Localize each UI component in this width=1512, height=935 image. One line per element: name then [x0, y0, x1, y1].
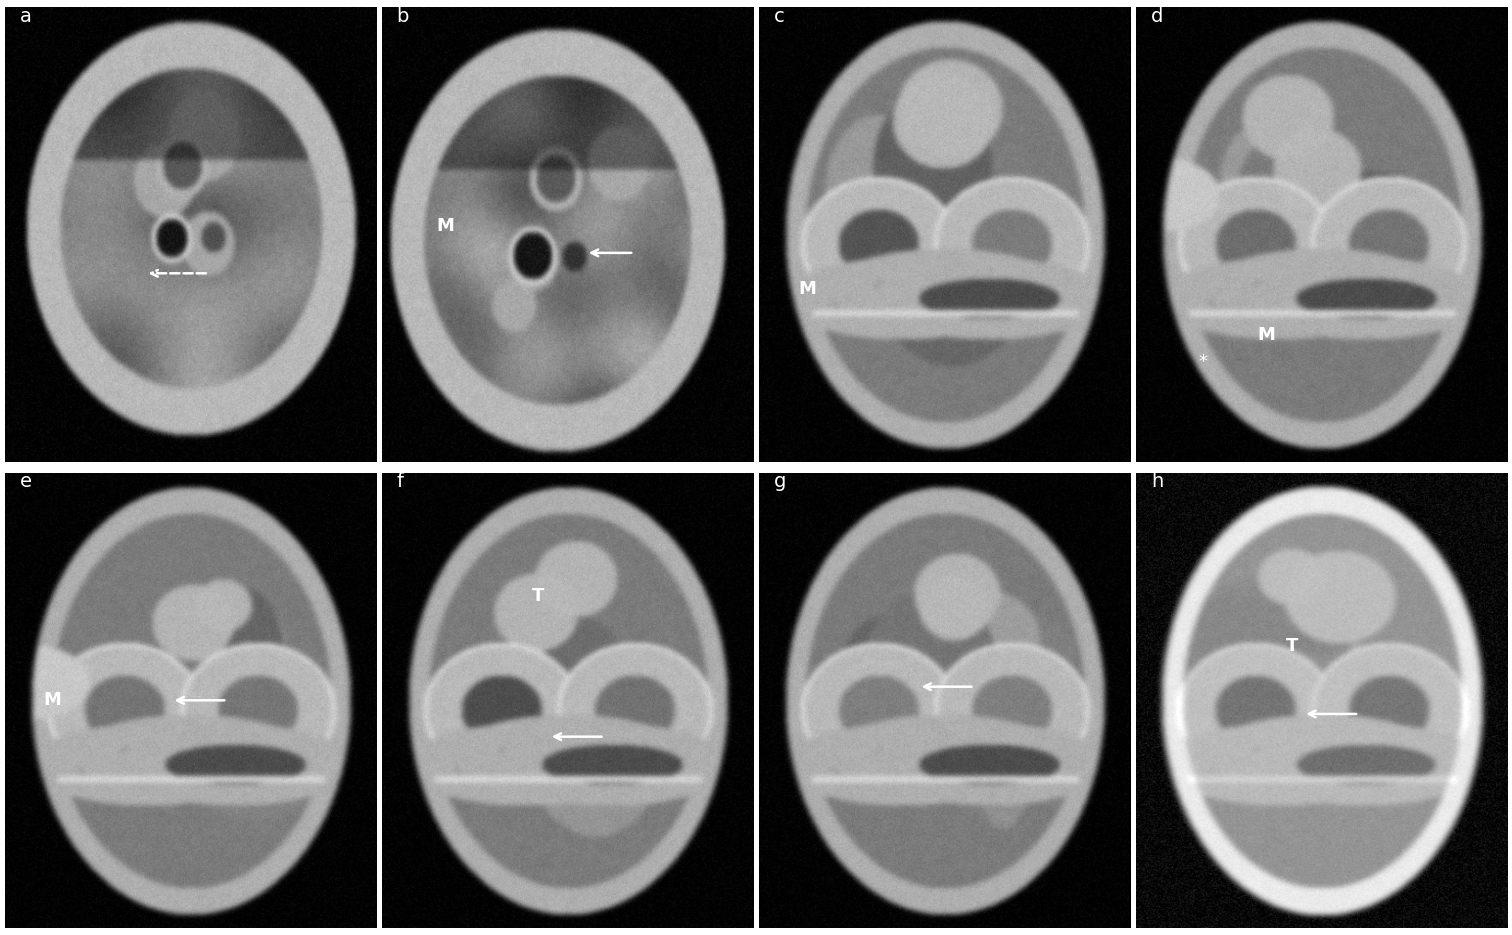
Text: h: h [1151, 472, 1163, 491]
Text: T: T [1287, 637, 1299, 654]
Text: c: c [774, 7, 785, 25]
Text: d: d [1151, 7, 1164, 25]
Text: M: M [44, 691, 62, 710]
Text: e: e [20, 472, 32, 491]
Text: a: a [20, 7, 32, 25]
Text: b: b [396, 7, 410, 25]
Text: M: M [1258, 325, 1275, 344]
Text: T: T [532, 587, 544, 605]
Text: *: * [1199, 352, 1208, 371]
Text: M: M [435, 217, 454, 235]
Text: M: M [798, 280, 816, 298]
Text: f: f [396, 472, 404, 491]
Text: g: g [774, 472, 786, 491]
